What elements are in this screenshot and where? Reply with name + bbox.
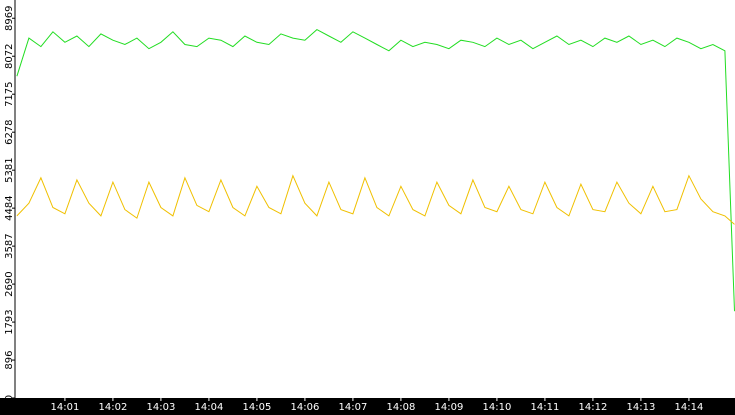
x-tick-label: 14:04 xyxy=(195,402,224,413)
y-tick-label: 5381 xyxy=(4,157,15,182)
x-axis-band xyxy=(0,398,735,415)
x-tick-label: 14:02 xyxy=(99,402,128,413)
y-tick-label: 8072 xyxy=(4,44,15,69)
x-tick-label: 14:12 xyxy=(579,402,608,413)
x-tick-label: 14:08 xyxy=(387,402,416,413)
x-tick-label: 14:03 xyxy=(147,402,176,413)
y-tick-label: 0 xyxy=(4,395,15,401)
x-tick-label: 14:14 xyxy=(675,402,704,413)
x-tick-label: 14:10 xyxy=(483,402,512,413)
series-line xyxy=(16,174,735,225)
y-tick-label: 2690 xyxy=(4,271,15,296)
x-tick-label: 14:06 xyxy=(291,402,320,413)
y-tick-label: 6278 xyxy=(4,119,15,144)
x-tick-label: 14:05 xyxy=(243,402,272,413)
x-tick-label: 14:07 xyxy=(339,402,368,413)
y-tick-label: 3587 xyxy=(4,233,15,258)
y-tick-label: 1793 xyxy=(4,309,15,334)
x-tick-label: 14:01 xyxy=(51,402,80,413)
x-tick-label: 14:09 xyxy=(435,402,464,413)
y-tick-label: 8969 xyxy=(4,6,15,31)
x-tick-label: 14:11 xyxy=(531,402,560,413)
y-tick-label: 896 xyxy=(4,351,15,370)
y-tick-label: 7175 xyxy=(4,81,15,106)
x-tick-label: 14:13 xyxy=(627,402,656,413)
y-tick-label: 4484 xyxy=(4,195,15,220)
series-line xyxy=(16,28,735,312)
